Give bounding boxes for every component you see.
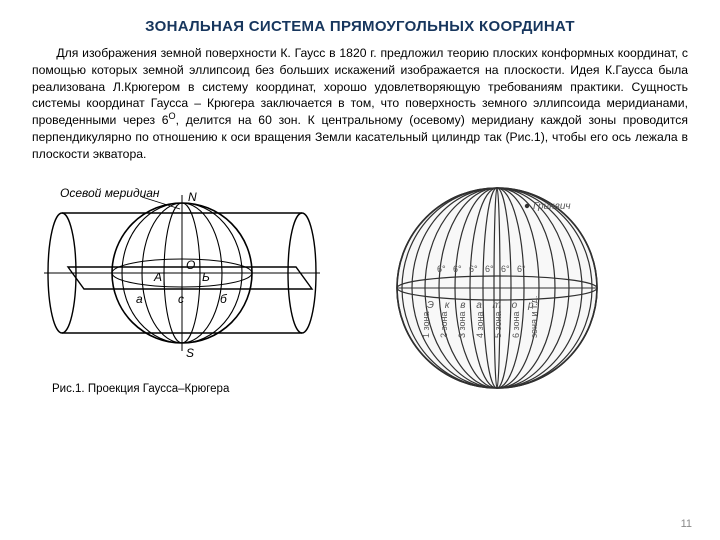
svg-text:6°: 6° (501, 264, 510, 274)
figures-row: Осевой меридианNSОАБасб Рис.1. Проекция … (32, 173, 688, 403)
svg-text:6°: 6° (517, 264, 526, 274)
globe-zones-diagram: Гринвич 6° 6° 6° 6° 6° 6° Э к в а т о р1 зона 2 … (362, 173, 632, 403)
svg-text:N: N (188, 190, 197, 204)
svg-text:Э к в а т о р: Э к в а т о р (427, 300, 538, 311)
figure-left: Осевой меридианNSОАБасб Рис.1. Проекция … (32, 173, 332, 395)
document-page: ЗОНАЛЬНАЯ СИСТЕМА ПРЯМОУГОЛЬНЫХ КООРДИНА… (0, 0, 720, 540)
svg-text:6°: 6° (437, 264, 446, 274)
svg-text:2 зона: 2 зона (439, 311, 449, 338)
svg-text:1 зона: 1 зона (421, 311, 431, 338)
page-number: 11 (681, 518, 692, 530)
figure-right: Гринвич 6° 6° 6° 6° 6° 6° Э к в а т о р1 зона 2 … (362, 173, 632, 403)
svg-text:3 зона: 3 зона (457, 311, 467, 338)
svg-text:б: б (220, 292, 228, 306)
figure-caption: Рис.1. Проекция Гаусса–Крюгера (52, 383, 332, 395)
svg-text:с: с (178, 292, 184, 306)
svg-text:6°: 6° (469, 264, 478, 274)
body-paragraph: Для изображения земной поверхности К. Га… (32, 45, 688, 163)
svg-text:4 зона: 4 зона (475, 311, 485, 338)
svg-text:6 зона: 6 зона (511, 311, 521, 338)
svg-text:О: О (186, 258, 195, 272)
svg-text:6°: 6° (453, 264, 462, 274)
page-title: ЗОНАЛЬНАЯ СИСТЕМА ПРЯМОУГОЛЬНЫХ КООРДИНА… (32, 18, 688, 35)
svg-text:Гринвич: Гринвич (533, 201, 571, 212)
svg-text:зона и т.д.: зона и т.д. (529, 295, 539, 337)
svg-text:6°: 6° (485, 264, 494, 274)
svg-text:Б: Б (202, 270, 210, 284)
svg-text:а: а (136, 292, 143, 306)
svg-text:S: S (186, 346, 194, 360)
svg-text:А: А (153, 270, 162, 284)
gauss-cylinder-diagram: Осевой меридианNSОАБасб (32, 173, 332, 373)
svg-text:5 зона: 5 зона (493, 311, 503, 338)
